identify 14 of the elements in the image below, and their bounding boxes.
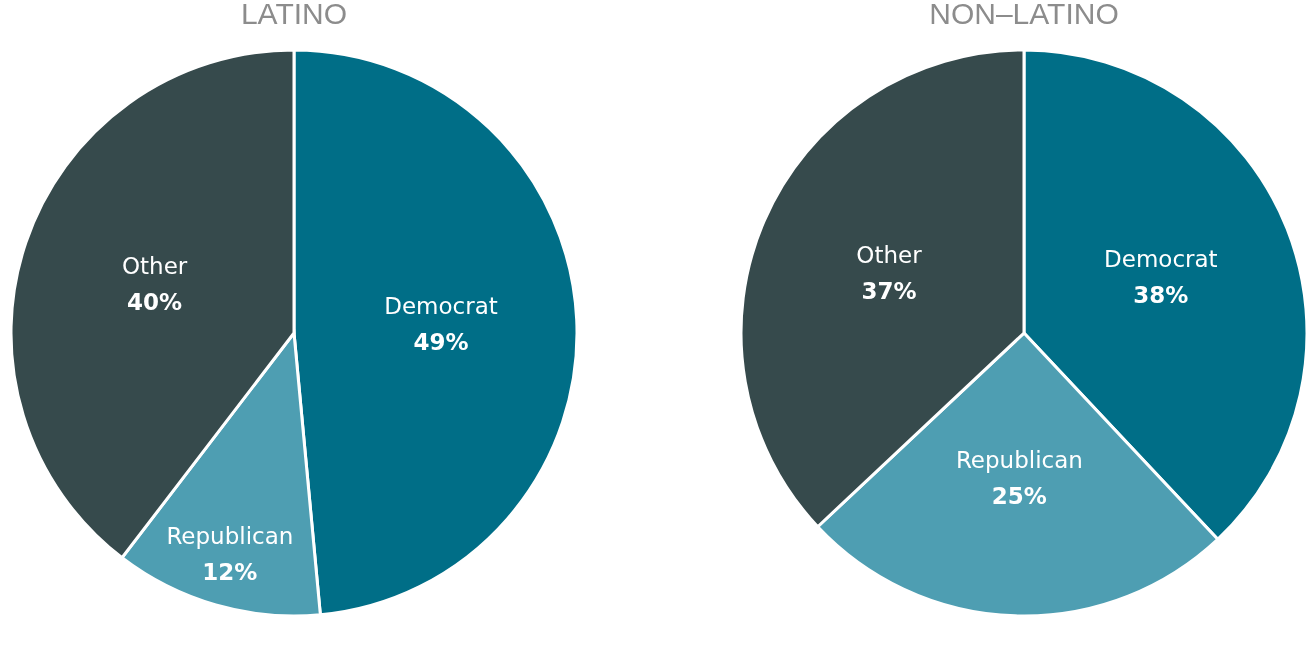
slice-label: Republican <box>166 523 294 550</box>
slice-label: Republican <box>955 447 1083 474</box>
slice-label: Democrat <box>1104 245 1218 272</box>
slice-label: Other <box>121 252 188 279</box>
data-label: 37% <box>861 277 917 304</box>
chart-title: LATINO <box>240 0 348 30</box>
data-label: 25% <box>991 483 1047 510</box>
slice-label: Democrat <box>384 293 498 320</box>
data-label: 49% <box>413 329 469 356</box>
data-label: 38% <box>1133 281 1189 308</box>
chart-title: NON–LATINO <box>929 0 1119 30</box>
data-label: 12% <box>202 559 258 586</box>
slice-label: Other <box>856 241 923 268</box>
data-label: 40% <box>127 288 183 315</box>
